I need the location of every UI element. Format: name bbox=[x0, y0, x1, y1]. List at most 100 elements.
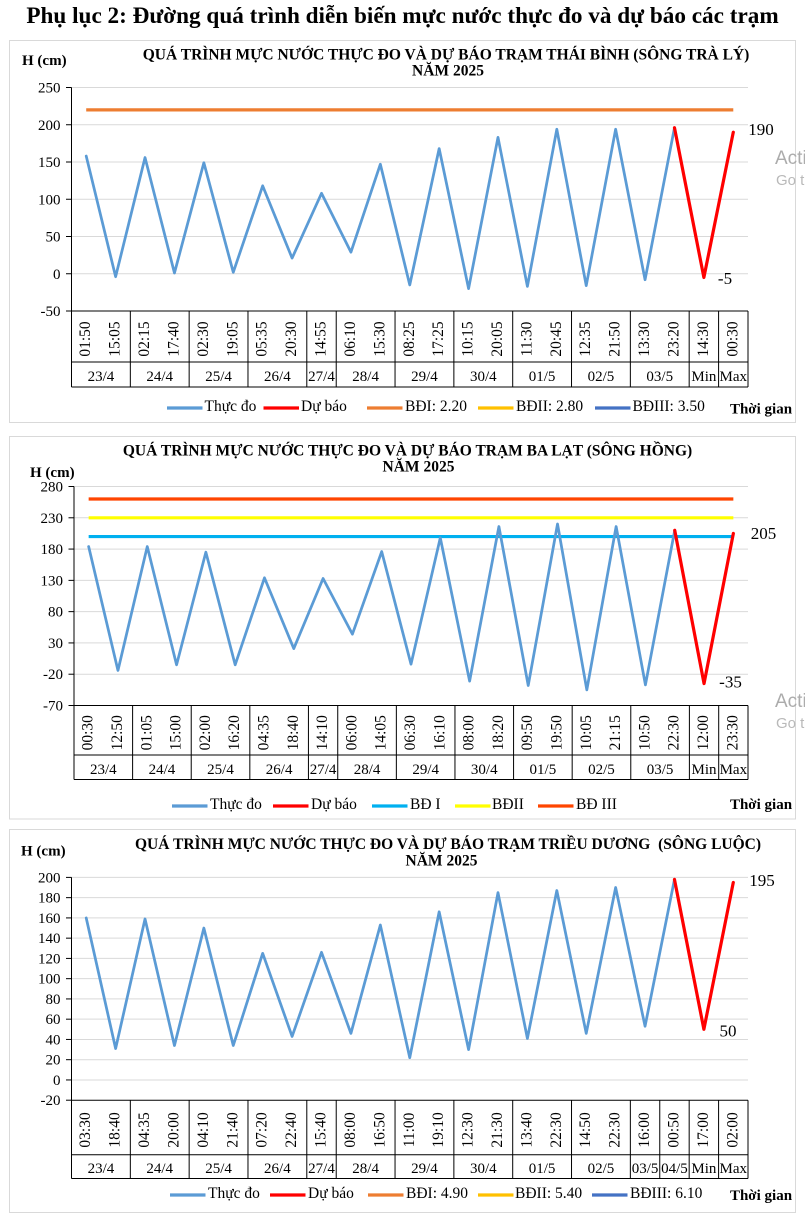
svg-text:23:30: 23:30 bbox=[724, 715, 741, 751]
svg-text:08:00: 08:00 bbox=[342, 1112, 359, 1148]
svg-text:140: 140 bbox=[38, 931, 61, 947]
svg-text:23:20: 23:20 bbox=[665, 321, 682, 357]
svg-text:16:20: 16:20 bbox=[226, 715, 243, 751]
svg-text:20:30: 20:30 bbox=[283, 321, 300, 357]
svg-text:NĂM 2025: NĂM 2025 bbox=[383, 459, 455, 476]
svg-text:05:35: 05:35 bbox=[254, 321, 271, 357]
svg-text:0: 0 bbox=[53, 1073, 61, 1089]
svg-text:22:30: 22:30 bbox=[607, 1112, 624, 1148]
svg-text:QUÁ TRÌNH MỰC NƯỚC THỰC ĐO VÀ: QUÁ TRÌNH MỰC NƯỚC THỰC ĐO VÀ DỰ BÁO TRẠ… bbox=[143, 47, 750, 64]
svg-text:22:30: 22:30 bbox=[666, 715, 683, 751]
svg-text:Min: Min bbox=[691, 1161, 717, 1177]
svg-text:21:30: 21:30 bbox=[489, 1112, 506, 1148]
svg-text:10:50: 10:50 bbox=[636, 715, 653, 751]
svg-text:30/4: 30/4 bbox=[470, 1161, 497, 1177]
svg-text:BĐII: BĐII bbox=[492, 796, 524, 813]
svg-text:BĐI: 4.90: BĐI: 4.90 bbox=[406, 1185, 468, 1202]
svg-text:14:50: 14:50 bbox=[577, 1112, 594, 1148]
svg-text:180: 180 bbox=[38, 891, 61, 907]
svg-text:19:10: 19:10 bbox=[430, 1112, 447, 1148]
svg-text:120: 120 bbox=[38, 951, 61, 967]
svg-text:250: 250 bbox=[38, 81, 61, 97]
svg-text:28/4: 28/4 bbox=[354, 762, 381, 778]
svg-text:03/5: 03/5 bbox=[646, 369, 673, 385]
svg-text:25/4: 25/4 bbox=[207, 762, 234, 778]
svg-text:27/4: 27/4 bbox=[308, 369, 335, 385]
svg-text:14:30: 14:30 bbox=[695, 321, 712, 357]
svg-text:BĐII: 2.80: BĐII: 2.80 bbox=[516, 398, 583, 415]
svg-text:26/4: 26/4 bbox=[264, 1161, 291, 1177]
svg-text:30/4: 30/4 bbox=[470, 369, 497, 385]
svg-text:21:40: 21:40 bbox=[224, 1112, 241, 1148]
svg-text:00:30: 00:30 bbox=[724, 321, 741, 357]
svg-text:230: 230 bbox=[41, 511, 64, 527]
svg-text:01/5: 01/5 bbox=[529, 369, 556, 385]
svg-text:04:35: 04:35 bbox=[255, 715, 272, 751]
svg-text:20:00: 20:00 bbox=[165, 1112, 182, 1148]
svg-text:Thực đo: Thực đo bbox=[210, 796, 262, 813]
svg-text:20:05: 20:05 bbox=[489, 321, 506, 357]
svg-text:QUÁ TRÌNH MỰC NƯỚC THỰC ĐO VÀ: QUÁ TRÌNH MỰC NƯỚC THỰC ĐO VÀ DỰ BÁO TRẠ… bbox=[135, 835, 761, 853]
svg-text:13:30: 13:30 bbox=[636, 321, 653, 357]
svg-text:15:05: 15:05 bbox=[107, 321, 124, 357]
svg-text:08:00: 08:00 bbox=[461, 715, 478, 751]
svg-text:200: 200 bbox=[38, 870, 61, 886]
svg-text:Dự báo: Dự báo bbox=[308, 1185, 354, 1202]
svg-text:-20: -20 bbox=[43, 667, 63, 683]
svg-text:50: 50 bbox=[46, 230, 61, 246]
svg-text:21:50: 21:50 bbox=[607, 321, 624, 357]
svg-text:19:05: 19:05 bbox=[224, 321, 241, 357]
svg-text:H (cm): H (cm) bbox=[21, 844, 66, 860]
svg-text:100: 100 bbox=[38, 192, 61, 208]
svg-text:60: 60 bbox=[46, 1012, 61, 1028]
svg-text:12:30: 12:30 bbox=[460, 1112, 477, 1148]
svg-text:16:00: 16:00 bbox=[636, 1112, 653, 1148]
svg-text:09:50: 09:50 bbox=[519, 715, 536, 751]
svg-text:280: 280 bbox=[41, 480, 64, 496]
svg-text:01:50: 01:50 bbox=[77, 321, 94, 357]
svg-text:BĐIII: 6.10: BĐIII: 6.10 bbox=[630, 1185, 703, 1202]
svg-text:08:25: 08:25 bbox=[401, 321, 418, 357]
svg-text:07:20: 07:20 bbox=[254, 1112, 271, 1148]
svg-text:28/4: 28/4 bbox=[352, 1161, 379, 1177]
svg-text:Min: Min bbox=[692, 762, 718, 778]
svg-text:12:35: 12:35 bbox=[577, 321, 594, 357]
svg-text:14:05: 14:05 bbox=[373, 715, 390, 751]
svg-text:180: 180 bbox=[41, 542, 64, 558]
svg-text:17:25: 17:25 bbox=[430, 321, 447, 357]
svg-text:-50: -50 bbox=[41, 304, 61, 320]
svg-text:30/4: 30/4 bbox=[471, 762, 498, 778]
svg-text:24/4: 24/4 bbox=[149, 762, 176, 778]
svg-text:H (cm): H (cm) bbox=[22, 53, 67, 69]
svg-text:02/5: 02/5 bbox=[588, 762, 615, 778]
svg-text:15:00: 15:00 bbox=[168, 715, 185, 751]
svg-text:12:50: 12:50 bbox=[109, 715, 126, 751]
svg-text:-20: -20 bbox=[41, 1093, 61, 1109]
svg-text:30: 30 bbox=[48, 636, 63, 652]
svg-text:00:30: 00:30 bbox=[80, 715, 97, 751]
svg-text:29/4: 29/4 bbox=[412, 762, 439, 778]
svg-text:BĐ I: BĐ I bbox=[410, 796, 441, 813]
svg-text:Dự báo: Dự báo bbox=[301, 398, 347, 415]
svg-text:20: 20 bbox=[46, 1053, 61, 1069]
svg-text:15:30: 15:30 bbox=[371, 321, 388, 357]
svg-text:27/4: 27/4 bbox=[310, 762, 337, 778]
svg-text:200: 200 bbox=[38, 118, 61, 134]
svg-text:22:30: 22:30 bbox=[548, 1112, 565, 1148]
svg-text:80: 80 bbox=[46, 992, 61, 1008]
svg-text:190: 190 bbox=[748, 120, 774, 139]
svg-text:18:20: 18:20 bbox=[490, 715, 507, 751]
svg-text:21:15: 21:15 bbox=[607, 715, 624, 751]
svg-text:14:55: 14:55 bbox=[313, 321, 330, 357]
svg-text:Dự báo: Dự báo bbox=[311, 796, 357, 813]
svg-text:Thời gian: Thời gian bbox=[730, 401, 793, 417]
svg-text:20:45: 20:45 bbox=[548, 321, 565, 357]
svg-text:BĐ III: BĐ III bbox=[576, 796, 617, 813]
svg-text:Thực đo: Thực đo bbox=[208, 1185, 260, 1202]
svg-text:Thực đo: Thực đo bbox=[205, 398, 257, 415]
svg-text:195: 195 bbox=[749, 871, 775, 890]
svg-text:11:00: 11:00 bbox=[401, 1112, 418, 1147]
svg-text:26/4: 26/4 bbox=[264, 369, 291, 385]
svg-text:04:10: 04:10 bbox=[195, 1112, 212, 1148]
svg-text:18:40: 18:40 bbox=[285, 715, 302, 751]
